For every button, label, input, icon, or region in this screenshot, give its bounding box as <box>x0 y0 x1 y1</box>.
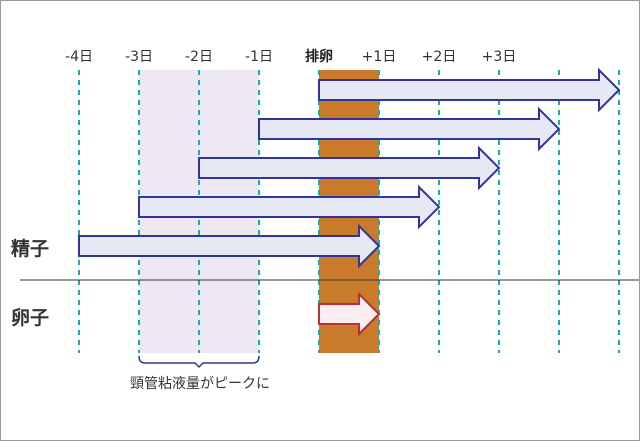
day-label: 排卵 <box>305 49 333 65</box>
day-label: +1日 <box>361 49 397 65</box>
mucus-peak-brace <box>138 355 260 369</box>
row-label-sperm: 精子 <box>11 238 50 260</box>
day-label: -3日 <box>125 49 153 65</box>
sperm-arrow <box>198 145 501 191</box>
day-label: -1日 <box>245 49 273 65</box>
sperm-arrow <box>258 106 561 152</box>
day-label: -2日 <box>185 49 213 65</box>
sperm-arrow <box>138 184 441 230</box>
day-label: +3日 <box>481 49 517 65</box>
row-label-egg: 卵子 <box>11 307 50 329</box>
day-label: -4日 <box>65 49 93 65</box>
egg-arrow <box>318 291 381 337</box>
sperm-arrow <box>78 223 381 269</box>
mucus-peak-label: 頸管粘液量がピークに <box>130 376 270 392</box>
sperm-arrow <box>318 67 621 113</box>
day-label: +2日 <box>421 49 457 65</box>
